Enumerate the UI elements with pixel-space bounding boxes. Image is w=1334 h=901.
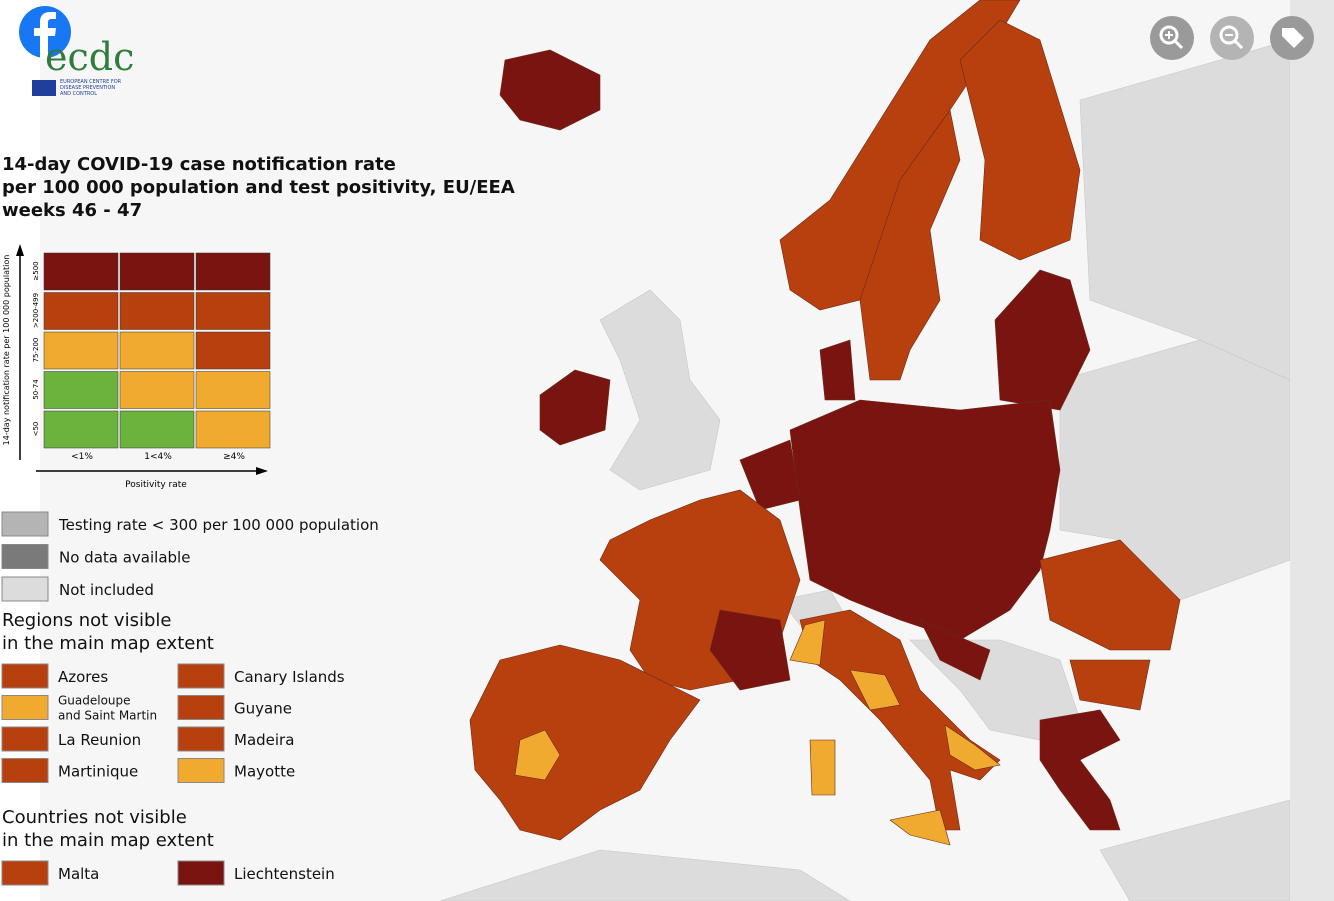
sardinia — [809, 739, 836, 796]
logo-subtitle: EUROPEAN CENTRE FOR — [60, 79, 122, 85]
region-label: Guyane — [234, 700, 292, 718]
bulgaria — [1069, 659, 1151, 711]
region-swatch — [1, 663, 49, 689]
region-label: Canary Islands — [234, 668, 345, 686]
zoom-out-button[interactable] — [1210, 16, 1254, 60]
matrix-cell — [43, 331, 119, 370]
ireland — [539, 369, 611, 446]
matrix-cell — [195, 371, 271, 409]
region-swatch — [1, 860, 49, 886]
row-label: 50-74 — [32, 379, 40, 400]
logo-subtitle: AND CONTROL — [60, 91, 97, 97]
matrix-cell — [195, 292, 271, 330]
finland — [959, 19, 1081, 261]
section-title: Regions not visible — [2, 610, 171, 631]
row-label: >200-499 — [32, 293, 40, 328]
region-label: La Reunion — [58, 731, 141, 749]
region-label: Mayotte — [234, 763, 295, 781]
iceland — [499, 49, 601, 131]
sweden — [859, 109, 961, 381]
legend-label: No data available — [59, 549, 190, 567]
facebook-button[interactable] — [19, 6, 71, 58]
legend: 14-day COVID-19 case notification ratepe… — [1, 154, 515, 886]
france-south-east — [709, 609, 791, 691]
legend-swatch — [1, 511, 49, 537]
y-axis-label: 14-day notification rate per 100 000 pop… — [2, 255, 11, 446]
labels-button[interactable] — [1270, 16, 1314, 60]
eu-flag — [32, 80, 56, 96]
map — [439, 0, 1321, 901]
matrix-cell — [195, 410, 271, 449]
sicily — [889, 809, 951, 846]
italy-centre — [849, 669, 901, 711]
region-swatch — [177, 758, 225, 783]
arrow-head — [16, 244, 24, 256]
row-label: 75-200 — [32, 338, 40, 363]
central-europe — [789, 399, 1061, 641]
romania — [1039, 539, 1181, 651]
belarus-ukraine — [1059, 339, 1291, 601]
section-title: Countries not visible — [2, 807, 187, 828]
great-britain — [599, 289, 721, 491]
row-label: <50 — [32, 422, 40, 437]
italy-south — [944, 724, 1001, 771]
iberia-region — [514, 729, 561, 781]
region-swatch — [177, 726, 225, 752]
legend-swatch — [1, 576, 49, 602]
logo-subtitle: DISEASE PREVENTION — [60, 85, 115, 91]
column-label: 1<4% — [144, 452, 172, 462]
matrix-cell — [119, 410, 195, 449]
matrix-cell — [43, 292, 119, 330]
region-swatch — [1, 758, 49, 783]
region-label: and Saint Martin — [58, 709, 157, 723]
iberia — [469, 644, 701, 841]
column-label: <1% — [71, 452, 93, 462]
legend-label: Not included — [59, 581, 154, 599]
column-label: ≥4% — [223, 452, 245, 462]
title: weeks 46 - 47 — [2, 200, 142, 221]
x-axis-label: Positivity rate — [125, 480, 187, 490]
baltics — [994, 269, 1091, 411]
benelux — [739, 439, 801, 511]
matrix-cell — [43, 371, 119, 409]
logo: ecdc — [45, 35, 134, 79]
section-title: in the main map extent — [2, 830, 214, 851]
turkey — [1099, 799, 1291, 901]
legend-label: Testing rate < 300 per 100 000 populatio… — [58, 516, 379, 534]
region-label: Liechtenstein — [234, 865, 335, 883]
title: per 100 000 population and test positivi… — [2, 177, 515, 198]
north-africa — [439, 849, 851, 901]
region-label: Madeira — [234, 731, 294, 749]
matrix-cell — [119, 371, 195, 409]
title: 14-day COVID-19 case notification rate — [2, 154, 396, 175]
row-label: ≥500 — [32, 261, 40, 280]
section-title: in the main map extent — [2, 633, 214, 654]
croatia — [919, 619, 991, 681]
region-label: Guadeloupe — [58, 694, 131, 708]
matrix-cell — [43, 410, 119, 449]
arrow-head — [256, 467, 268, 475]
region-swatch — [177, 860, 225, 886]
region-label: Martinique — [58, 763, 138, 781]
matrix-cell — [119, 331, 195, 370]
region-label: Azores — [58, 668, 108, 686]
denmark — [819, 339, 856, 401]
legend-swatch — [1, 544, 49, 569]
matrix-cell — [195, 252, 271, 291]
region-swatch — [177, 695, 225, 720]
region-swatch — [1, 726, 49, 752]
matrix-cell — [119, 292, 195, 330]
matrix-cell — [119, 252, 195, 291]
matrix-cell — [195, 331, 271, 370]
scroll-strip — [1290, 0, 1334, 901]
region-swatch — [177, 663, 225, 689]
italy — [799, 609, 1001, 831]
greece — [1039, 709, 1121, 831]
zoom-in-button[interactable] — [1150, 16, 1194, 60]
italy-north-west — [789, 619, 826, 666]
region-swatch — [1, 695, 49, 720]
region-label: Malta — [58, 865, 99, 883]
matrix-cell — [43, 252, 119, 291]
